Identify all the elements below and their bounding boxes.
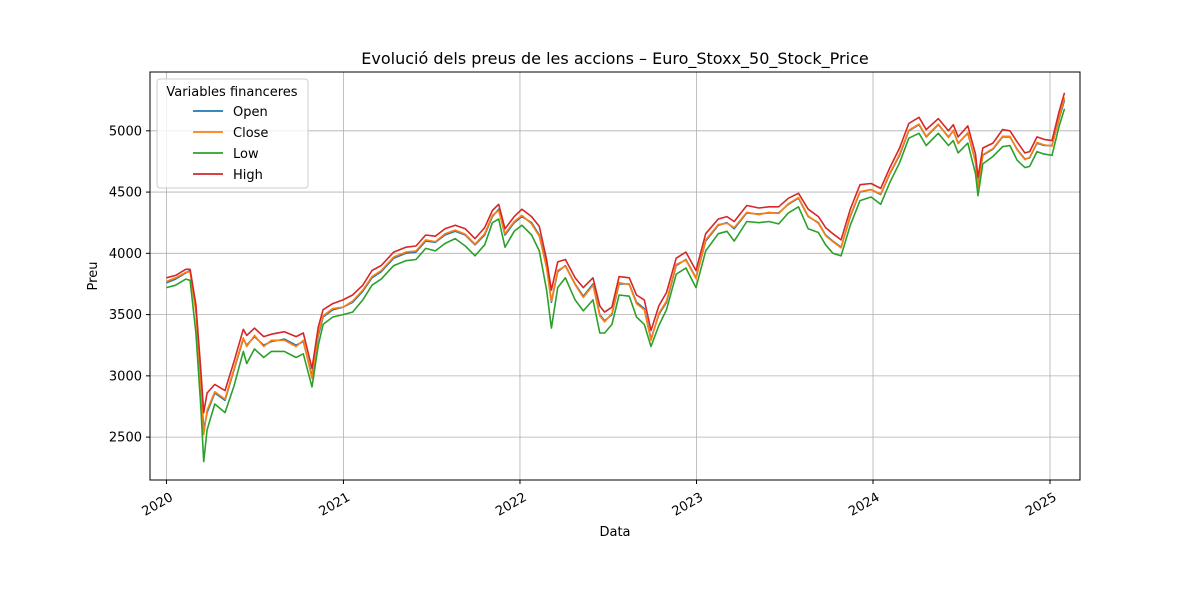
legend-label-low: Low	[233, 147, 259, 162]
legend-label-high: High	[233, 168, 263, 183]
plot-frame	[149, 71, 1081, 481]
y-tick-label: 2500	[109, 431, 142, 446]
legend-label-open: Open	[233, 105, 268, 120]
legend-title: Variables financeres	[166, 85, 297, 100]
legend-label-close: Close	[233, 126, 268, 141]
series-line-high	[166, 92, 1066, 414]
legend-box	[156, 78, 309, 189]
series-line-low	[166, 108, 1066, 463]
y-tick-label: 4500	[109, 186, 142, 201]
series-line-close	[166, 97, 1066, 436]
y-axis: 2500 3000 3500 4000 4500 5000	[109, 124, 150, 446]
y-tick-label: 5000	[109, 124, 142, 139]
y-tick-label: 4000	[109, 247, 142, 262]
chart-title: Evolució dels preus de les accions – Eur…	[361, 49, 868, 69]
y-axis-title: Preu	[86, 262, 101, 291]
legend: Variables financeres Open Close Low High	[156, 78, 309, 189]
y-tick-label: 3500	[109, 308, 142, 323]
plot-series	[166, 92, 1066, 463]
x-axis-title: Data	[599, 525, 630, 540]
y-tick-label: 3000	[109, 369, 142, 384]
